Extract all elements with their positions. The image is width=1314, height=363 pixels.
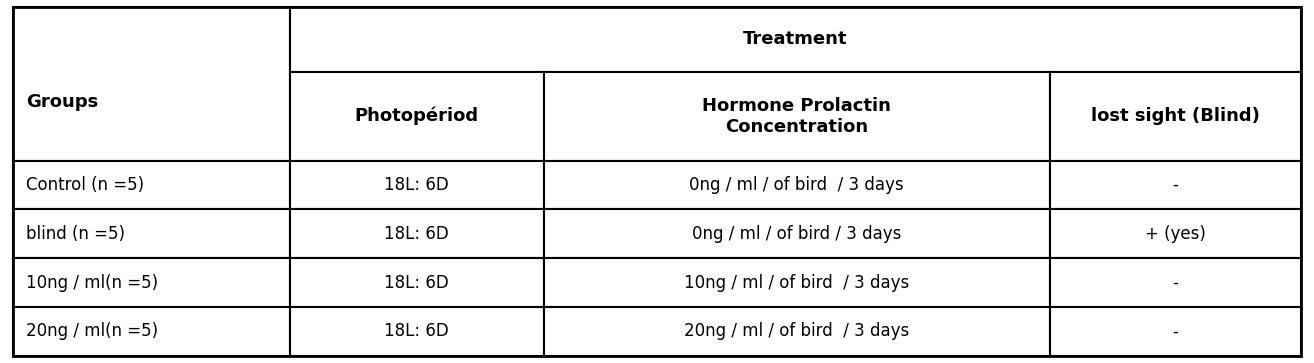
Text: 18L: 6D: 18L: 6D [385,225,449,243]
Bar [544,72,1050,160]
Text: Groups: Groups [26,93,99,111]
Bar [1050,307,1301,356]
Bar [544,209,1050,258]
Bar [13,209,290,258]
Bar [290,72,544,160]
Text: -: - [1172,176,1179,194]
Bar [544,258,1050,307]
Text: 0ng / ml / of bird / 3 days: 0ng / ml / of bird / 3 days [692,225,901,243]
Text: 20ng / ml / of bird  / 3 days: 20ng / ml / of bird / 3 days [685,322,909,340]
Text: 0ng / ml / of bird  / 3 days: 0ng / ml / of bird / 3 days [690,176,904,194]
Text: Hormone Prolactin
Concentration: Hormone Prolactin Concentration [702,97,891,135]
Text: -: - [1172,274,1179,291]
Bar [13,160,290,209]
Text: 18L: 6D: 18L: 6D [385,322,449,340]
Bar [290,209,544,258]
Text: lost sight (Blind): lost sight (Blind) [1091,107,1260,125]
Text: -: - [1172,322,1179,340]
Bar [290,7,1301,72]
Text: blind (n =5): blind (n =5) [26,225,125,243]
Bar [1050,209,1301,258]
Bar [13,307,290,356]
Text: 18L: 6D: 18L: 6D [385,176,449,194]
Bar [544,160,1050,209]
Text: 18L: 6D: 18L: 6D [385,274,449,291]
Text: Control (n =5): Control (n =5) [26,176,145,194]
Bar [13,258,290,307]
Bar [290,160,544,209]
Bar [290,258,544,307]
Text: Photopériod: Photopériod [355,107,478,125]
Text: 10ng / ml / of bird  / 3 days: 10ng / ml / of bird / 3 days [685,274,909,291]
Text: + (yes): + (yes) [1144,225,1206,243]
Bar [1050,72,1301,160]
Text: 20ng / ml(n =5): 20ng / ml(n =5) [26,322,158,340]
Text: Treatment: Treatment [744,30,848,49]
Bar [1050,258,1301,307]
Bar [544,307,1050,356]
Text: 10ng / ml(n =5): 10ng / ml(n =5) [26,274,158,291]
Bar [1050,160,1301,209]
Bar [13,7,290,160]
Bar [290,307,544,356]
